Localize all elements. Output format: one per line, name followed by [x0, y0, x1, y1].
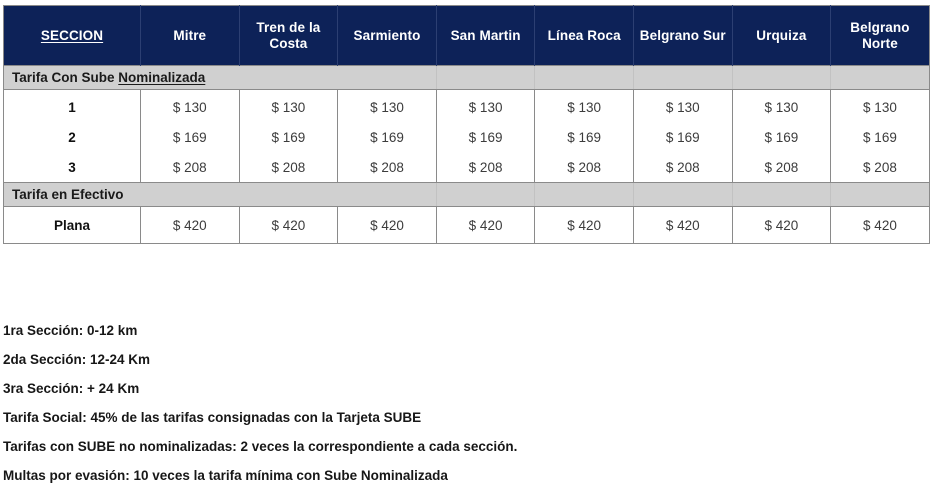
header-row: SECCION Mitre Tren de la Costa Sarmiento… [3, 5, 930, 66]
note-line-tarifa-social: Tarifa Social: 45% de las tarifas consig… [3, 410, 422, 425]
cell-san-martin: $ 208 [435, 152, 536, 183]
column-header-mitre: Mitre [140, 5, 240, 66]
section-band-row: Tarifa en Efectivo [3, 182, 930, 207]
cell-belgrano-sur: $ 169 [632, 122, 733, 152]
fare-table: SECCION Mitre Tren de la Costa Sarmiento… [3, 5, 930, 244]
cell-sarmiento: $ 208 [337, 152, 437, 183]
row-label: Plana [3, 206, 141, 244]
section-band-row: Tarifa Con Sube Nominalizada [3, 65, 930, 90]
column-header-seccion: SECCION [3, 5, 141, 66]
cell-sarmiento: $ 420 [337, 206, 437, 244]
cell-belgrano-norte: $ 169 [830, 122, 930, 152]
cell-linea-roca: $ 208 [534, 152, 634, 183]
cell-linea-roca: $ 420 [534, 206, 634, 244]
table-row: 3 $ 208 $ 208 $ 208 $ 208 $ 208 $ 208 $ … [3, 152, 930, 183]
cell-belgrano-sur: $ 130 [632, 89, 733, 122]
table-row: 2 $ 169 $ 169 $ 169 $ 169 $ 169 $ 169 $ … [3, 122, 930, 152]
section-band-filler [731, 65, 831, 90]
section-band-label-prefix: Tarifa Con Sube [12, 70, 119, 85]
cell-belgrano-sur: $ 208 [632, 152, 733, 183]
cell-linea-roca: $ 130 [534, 89, 634, 122]
column-header-tren-de-la-costa: Tren de la Costa [238, 5, 339, 66]
cell-belgrano-sur: $ 420 [632, 206, 733, 244]
column-header-urquiza: Urquiza [731, 5, 832, 66]
column-header-san-martin: San Martin [435, 5, 536, 66]
column-header-sarmiento: Sarmiento [337, 5, 437, 66]
table-header: SECCION Mitre Tren de la Costa Sarmiento… [3, 5, 930, 66]
note-line-sube-no-nominalizada: Tarifas con SUBE no nominalizadas: 2 vec… [3, 439, 518, 454]
section-band-filler [830, 182, 930, 207]
cell-san-martin: $ 420 [435, 206, 536, 244]
section-band-label-sube-nominalizada: Tarifa Con Sube Nominalizada [3, 65, 437, 90]
row-label: 1 [3, 89, 141, 122]
note-line-seccion-2: 2da Sección: 12-24 Km [3, 352, 151, 367]
note-line-multas-evasion: Multas por evasión: 10 veces la tarifa m… [3, 468, 448, 483]
cell-belgrano-norte: $ 130 [830, 89, 930, 122]
section-band-filler [435, 182, 535, 207]
cell-mitre: $ 130 [140, 89, 240, 122]
section-band-filler [632, 182, 733, 207]
cell-urquiza: $ 420 [731, 206, 832, 244]
cell-urquiza: $ 169 [731, 122, 832, 152]
row-label: 3 [3, 152, 141, 183]
cell-mitre: $ 169 [140, 122, 240, 152]
cell-mitre: $ 208 [140, 152, 240, 183]
section-band-filler [731, 182, 831, 207]
cell-mitre: $ 420 [140, 206, 240, 244]
cell-san-martin: $ 169 [435, 122, 536, 152]
cell-tren-de-la-costa: $ 169 [238, 122, 339, 152]
section-band-label-underlined: Nominalizada [118, 70, 206, 85]
section-band-label-efectivo: Tarifa en Efectivo [3, 182, 437, 207]
cell-tren-de-la-costa: $ 130 [238, 89, 339, 122]
column-header-seccion-label: SECCION [40, 27, 104, 43]
cell-belgrano-norte: $ 208 [830, 152, 930, 183]
column-header-belgrano-norte: Belgrano Norte [830, 5, 930, 66]
section-band-filler [534, 182, 634, 207]
cell-san-martin: $ 130 [435, 89, 536, 122]
section-band-label-prefix: Tarifa en Efectivo [12, 187, 124, 202]
section-band-filler [534, 65, 634, 90]
note-line-seccion-1: 1ra Sección: 0-12 km [3, 323, 138, 338]
cell-urquiza: $ 130 [731, 89, 832, 122]
column-header-linea-roca: Línea Roca [534, 5, 634, 66]
cell-tren-de-la-costa: $ 208 [238, 152, 339, 183]
cell-sarmiento: $ 169 [337, 122, 437, 152]
table-row: Plana $ 420 $ 420 $ 420 $ 420 $ 420 $ 42… [3, 206, 930, 244]
notes-block: 1ra Sección: 0-12 km 2da Sección: 12-24 … [3, 316, 703, 490]
table-row: 1 $ 130 $ 130 $ 130 $ 130 $ 130 $ 130 $ … [3, 89, 930, 122]
cell-linea-roca: $ 169 [534, 122, 634, 152]
section-band-filler [435, 65, 535, 90]
fare-table-container: SECCION Mitre Tren de la Costa Sarmiento… [3, 5, 930, 244]
table-body: Tarifa Con Sube Nominalizada 1 $ 130 $ 1… [3, 65, 930, 244]
cell-urquiza: $ 208 [731, 152, 832, 183]
cell-tren-de-la-costa: $ 420 [238, 206, 339, 244]
section-band-filler [632, 65, 733, 90]
section-band-filler [830, 65, 930, 90]
cell-sarmiento: $ 130 [337, 89, 437, 122]
note-line-seccion-3: 3ra Sección: + 24 Km [3, 381, 140, 396]
cell-belgrano-norte: $ 420 [830, 206, 930, 244]
row-label: 2 [3, 122, 141, 152]
column-header-belgrano-sur: Belgrano Sur [632, 5, 733, 66]
